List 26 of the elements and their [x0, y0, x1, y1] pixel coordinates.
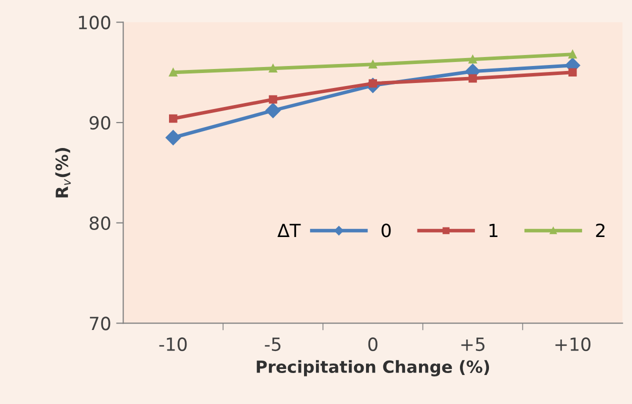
point	[468, 55, 477, 64]
point	[166, 130, 181, 146]
legend-title: ΔT	[277, 224, 301, 237]
point	[169, 68, 178, 77]
y-tick-label: 90	[90, 116, 110, 130]
x-tick-label: 0	[368, 337, 378, 352]
y-tick-label: 100	[78, 16, 110, 30]
point	[468, 74, 477, 83]
point	[568, 68, 577, 77]
x-tick-label: +10	[555, 337, 590, 352]
legend-label: 0	[382, 224, 391, 238]
point	[265, 102, 281, 118]
y-tick-label: 80	[90, 216, 110, 230]
y-tick-label: 70	[90, 316, 110, 330]
y-axis-title: R$_{v}$(%)	[55, 148, 71, 198]
point	[268, 95, 278, 104]
legend-label: 2	[596, 224, 604, 237]
point	[268, 64, 278, 73]
legend-label: 1	[490, 224, 498, 237]
x-axis-title: Precipitation Change (%)	[256, 360, 490, 376]
point	[568, 50, 577, 58]
x-tick-label: -10	[159, 337, 187, 352]
point	[169, 114, 178, 123]
point	[368, 60, 378, 69]
x-tick-label: +5	[461, 338, 484, 352]
x-tick-label: -5	[264, 338, 280, 352]
